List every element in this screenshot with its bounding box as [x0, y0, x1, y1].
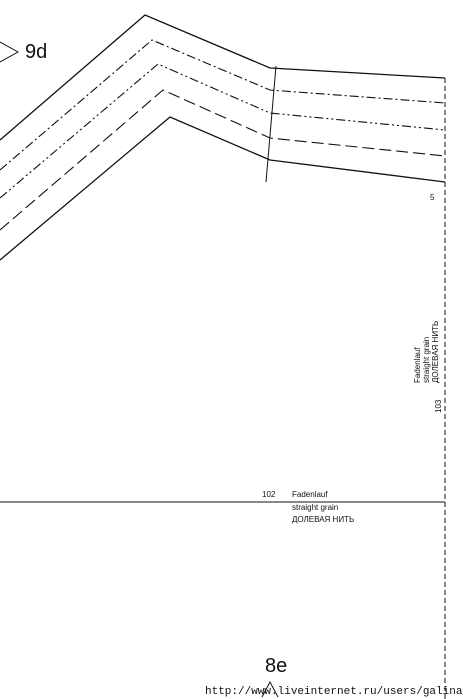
size-number: 5 — [430, 193, 435, 202]
cut-line-1 — [0, 14, 446, 141]
cut-line-3 — [0, 63, 446, 199]
piece-label: 8e — [265, 655, 287, 677]
grain-text: Fadenlauf — [292, 490, 328, 499]
grain-text: straight grain — [292, 503, 338, 512]
watermark: http://www.liveinternet.ru/users/galina_… — [205, 686, 463, 698]
grain-text: ДОЛЕВАЯ НИТЬ — [431, 321, 440, 383]
cut-line-5 — [0, 116, 446, 261]
arrow-marker — [0, 41, 20, 63]
grain-text: ДОЛЕВАЯ НИТЬ — [292, 515, 354, 524]
notch — [265, 65, 277, 183]
arrow-marker — [261, 680, 279, 698]
grain-text: straight grain — [422, 337, 431, 383]
piece-label: 9d — [25, 41, 47, 63]
grain-number: 103 — [434, 399, 443, 413]
grain-label: Fadenlauf straight grain ДОЛЕВАЯ НИТЬ — [413, 321, 440, 383]
cut-line-4 — [0, 89, 446, 231]
cut-line-2 — [0, 39, 446, 171]
grain-number: 102 — [262, 490, 276, 499]
grain-text: Fadenlauf — [413, 347, 422, 383]
